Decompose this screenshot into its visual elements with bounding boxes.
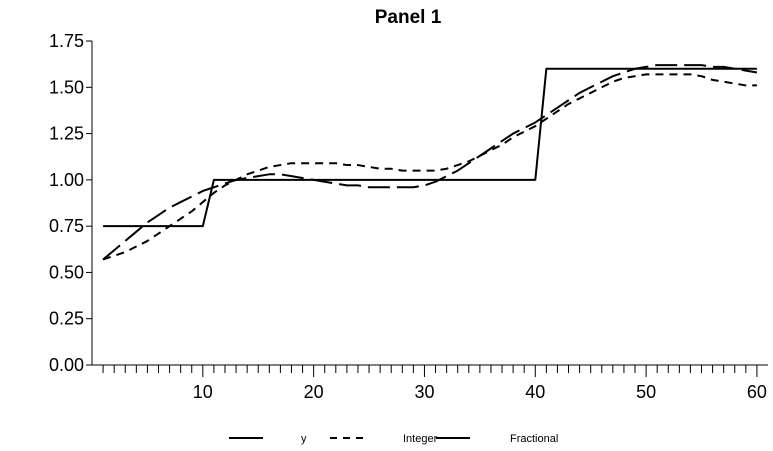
y-tick-label: 0.75 <box>49 216 84 236</box>
legend-label-y: y <box>301 433 307 445</box>
x-tick-label: 20 <box>304 382 324 402</box>
legend-label-integer: Integer <box>403 433 438 445</box>
series-line-fractional <box>102 64 758 261</box>
chart-title: Panel 1 <box>375 7 442 28</box>
x-tick-label: 40 <box>525 382 545 402</box>
series-line-integer <box>102 73 757 261</box>
y-tick-label: 1.25 <box>49 124 84 144</box>
series-line-y <box>103 67 757 228</box>
y-tick-label: 1.75 <box>49 31 84 51</box>
y-tick-label: 0.25 <box>49 309 84 329</box>
x-tick-label: 10 <box>193 382 213 402</box>
x-tick-label: 60 <box>747 382 767 402</box>
series-layer <box>102 64 758 261</box>
legend-label-fractional: Fractional <box>510 433 558 445</box>
y-tick-label: 1.50 <box>49 77 84 97</box>
axes: 0.00 0.25 0.50 0.75 1.00 1.25 1.50 1.75 10 20 30 40… <box>49 31 768 402</box>
y-tick-label: 1.00 <box>49 170 84 190</box>
y-tick-label: 0.00 <box>49 355 84 375</box>
x-tick-label: 30 <box>414 382 434 402</box>
legend: y Integer Fractional <box>229 433 558 445</box>
x-tick-label: 50 <box>636 382 656 402</box>
y-tick-label: 0.50 <box>49 262 84 282</box>
